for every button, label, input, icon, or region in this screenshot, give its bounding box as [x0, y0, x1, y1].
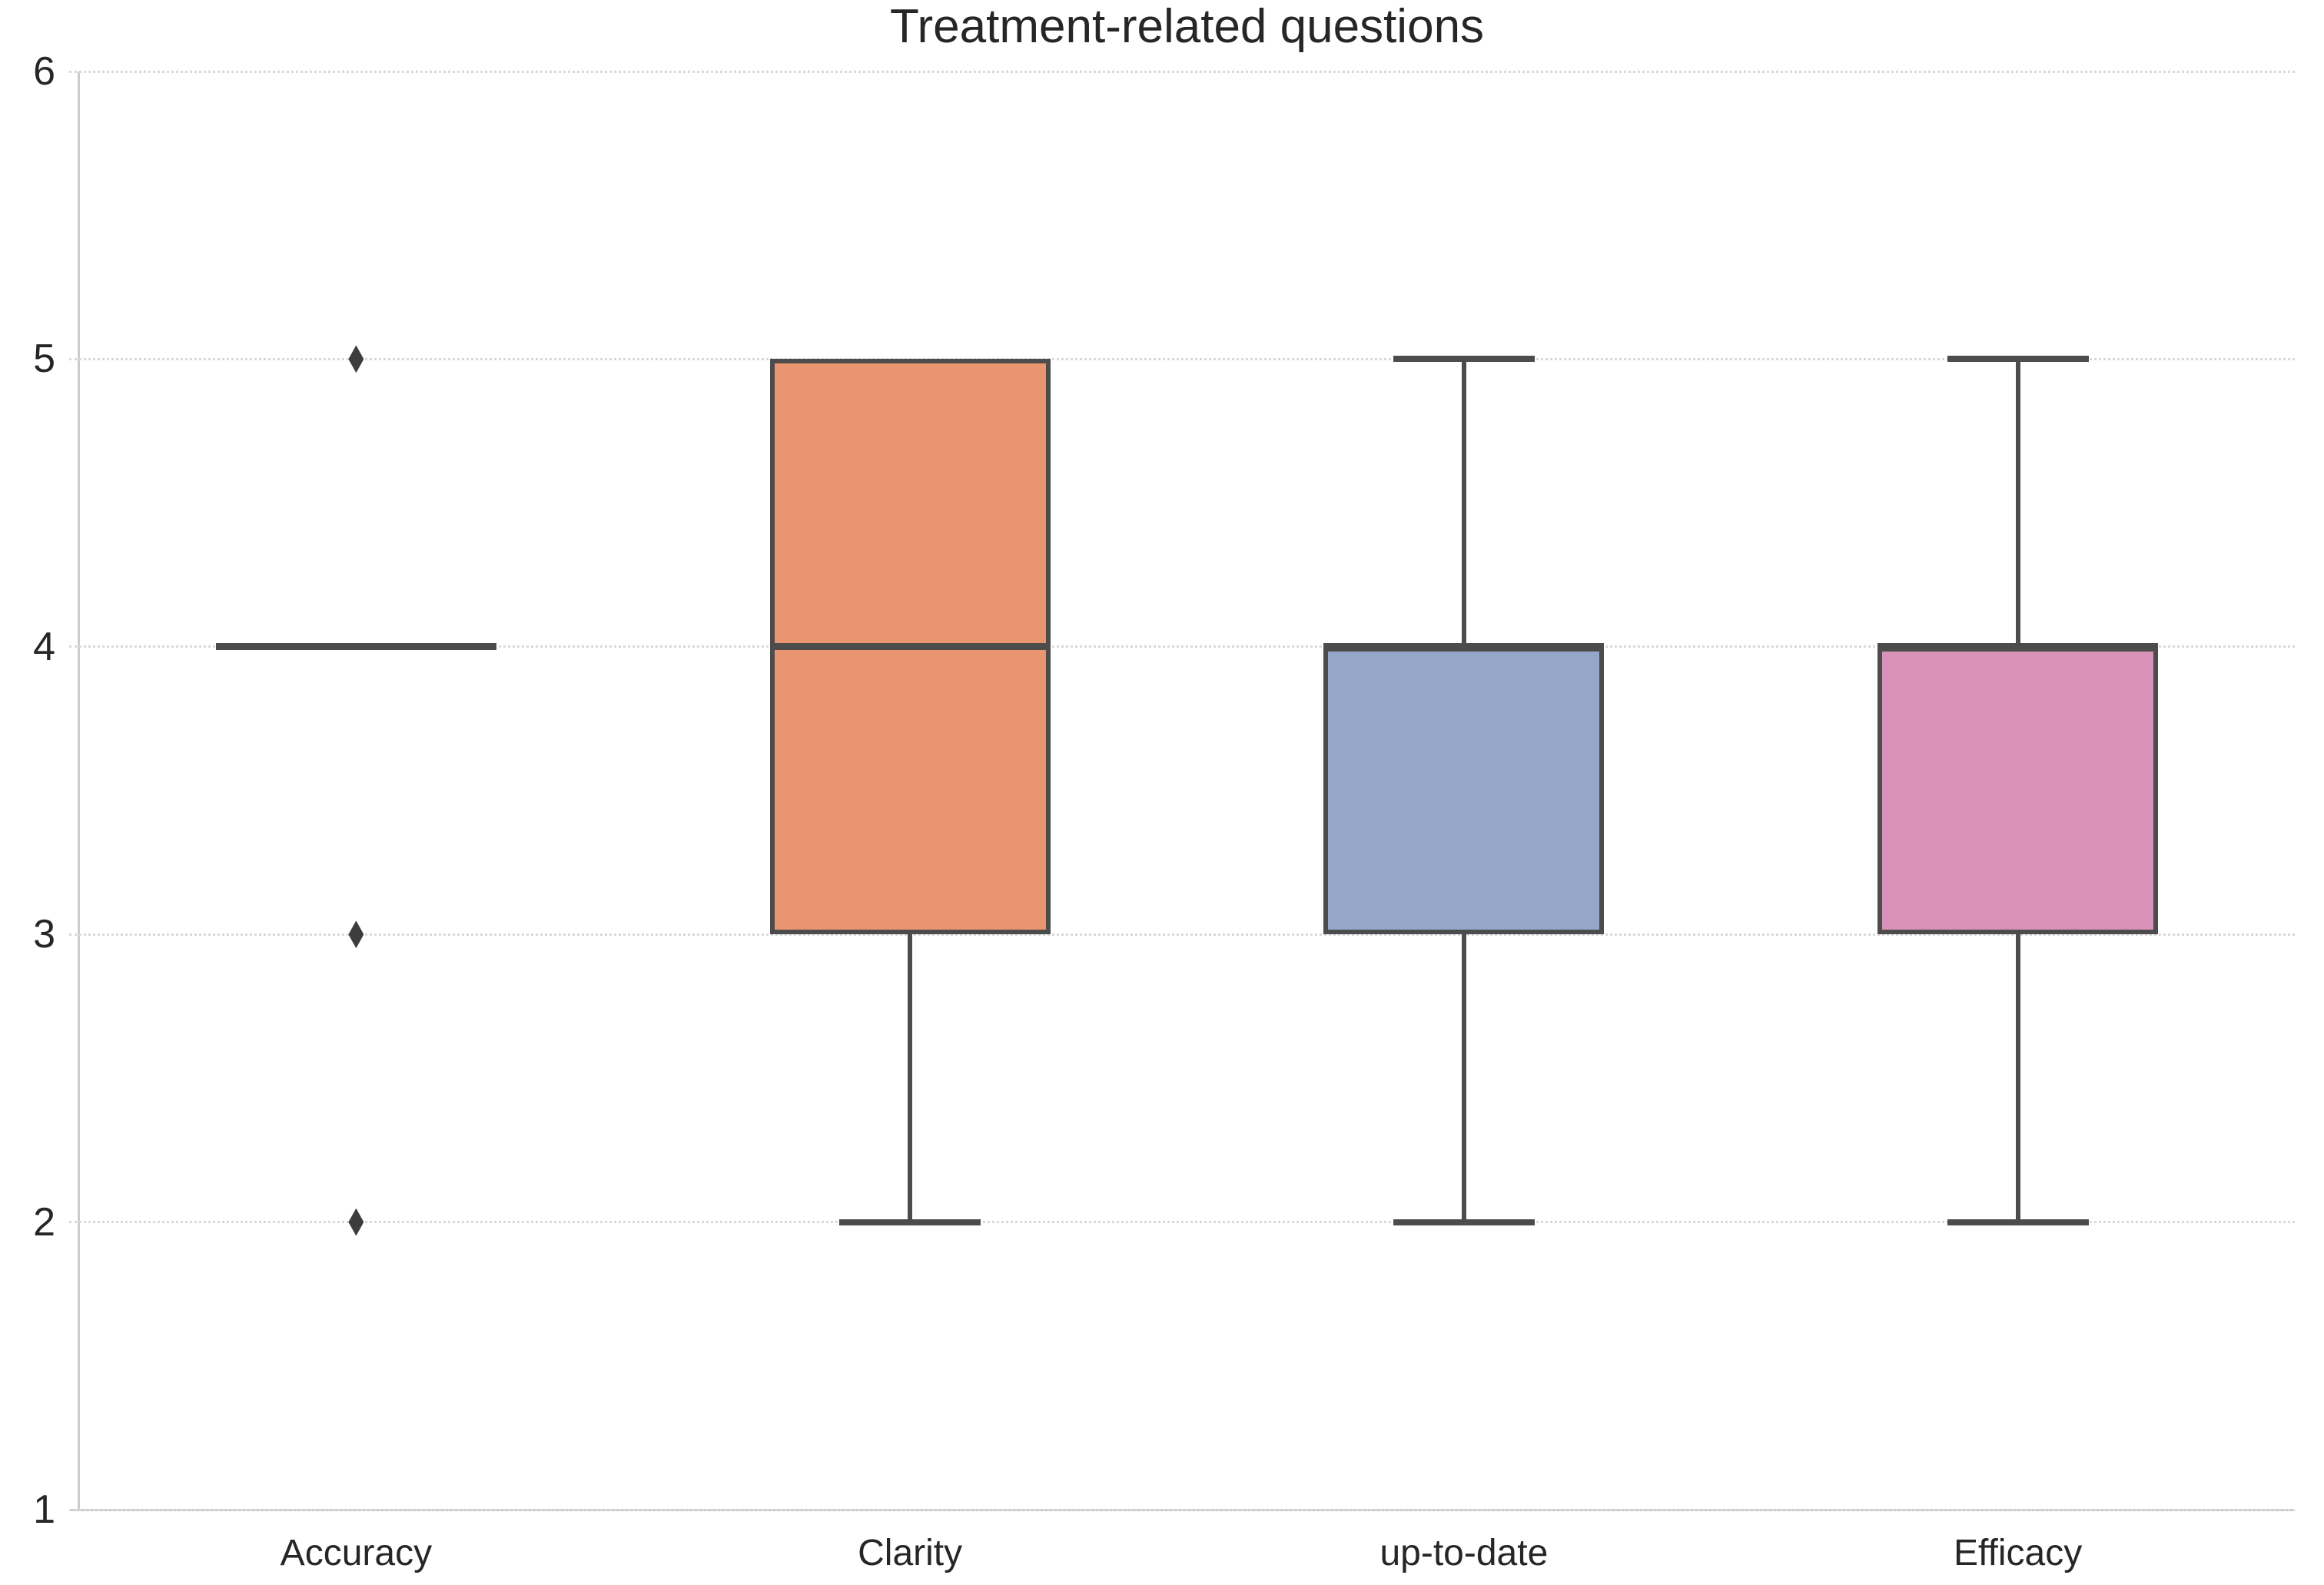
chart-title: Treatment-related questions — [889, 0, 1485, 53]
y-gridline-1 — [69, 1508, 2295, 1511]
y-gridline-6 — [69, 70, 2295, 73]
lower-whisker-clarity — [908, 934, 913, 1222]
y-gridline-3 — [69, 933, 2295, 936]
y-tick-label-6: 6 — [33, 49, 55, 94]
outlier-diamond-accuracy-2 — [348, 1208, 364, 1236]
lower-whisker-up-to-date — [1461, 934, 1466, 1222]
y-tick-label-5: 5 — [33, 337, 55, 382]
y-gridline-2 — [69, 1221, 2295, 1224]
upper-whisker-cap-up-to-date — [1393, 356, 1535, 363]
y-tick-label-3: 3 — [33, 912, 55, 957]
x-tick-label-clarity: Clarity — [858, 1533, 963, 1573]
outlier-diamond-accuracy-3 — [348, 920, 364, 949]
lower-whisker-cap-clarity — [839, 1219, 981, 1225]
upper-whisker-cap-efficacy — [1947, 356, 2089, 363]
lower-whisker-cap-up-to-date — [1393, 1219, 1535, 1225]
upper-whisker-up-to-date — [1461, 359, 1466, 647]
outlier-diamond-accuracy-5 — [348, 345, 364, 373]
median-line-efficacy — [1877, 643, 2159, 651]
y-tick-label-1: 1 — [33, 1487, 55, 1532]
y-tick-label-4: 4 — [33, 624, 55, 669]
x-tick-label-accuracy: Accuracy — [280, 1533, 433, 1573]
y-tick-label-2: 2 — [33, 1199, 55, 1245]
median-line-up-to-date — [1323, 643, 1605, 651]
x-tick-label-efficacy: Efficacy — [1954, 1533, 2083, 1573]
plot-area — [69, 70, 2295, 1511]
lower-whisker-cap-efficacy — [1947, 1219, 2089, 1225]
y-gridline-4 — [69, 645, 2295, 648]
upper-whisker-efficacy — [2015, 359, 2020, 647]
y-gridline-5 — [69, 357, 2295, 360]
median-line-clarity — [769, 643, 1051, 651]
x-tick-label-up-to-date: up-to-date — [1379, 1533, 1549, 1573]
box-up-to-date — [1323, 646, 1605, 935]
median-line-accuracy — [215, 643, 496, 651]
y-axis-spine — [78, 71, 80, 1511]
lower-whisker-efficacy — [2015, 934, 2020, 1222]
box-efficacy — [1877, 646, 2159, 935]
